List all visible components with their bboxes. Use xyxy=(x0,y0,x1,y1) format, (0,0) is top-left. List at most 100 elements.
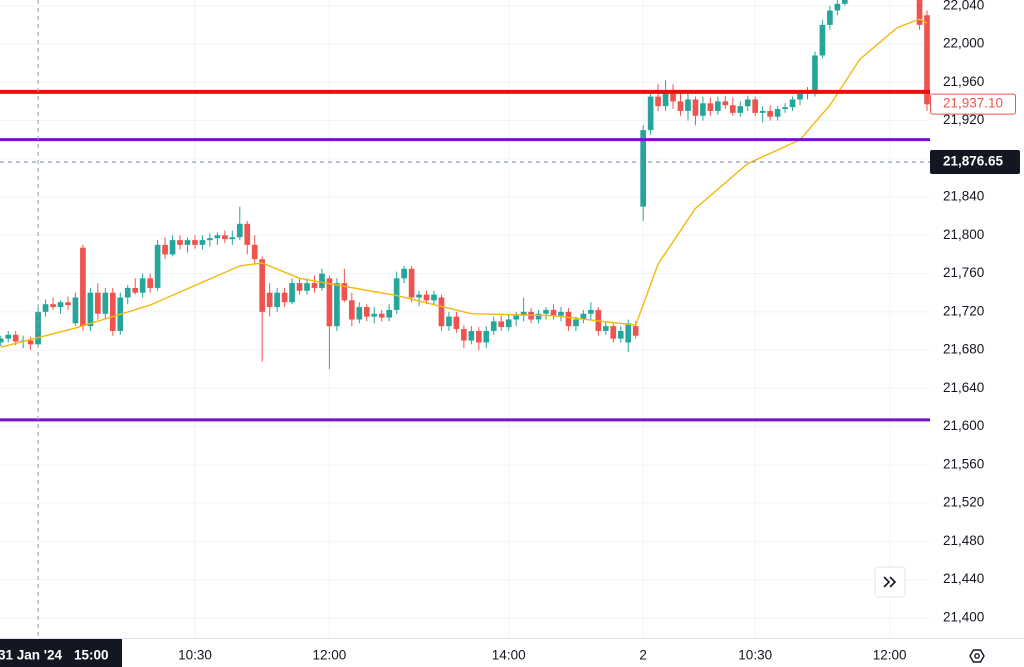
candle-body xyxy=(393,278,400,310)
candle-body xyxy=(57,302,64,308)
candle-body xyxy=(685,99,691,111)
candle-body xyxy=(640,130,646,207)
y-tick-label: 21,480 xyxy=(943,533,984,548)
y-tick-label: 21,440 xyxy=(943,571,984,586)
candle-body xyxy=(580,313,587,320)
candle-body xyxy=(543,309,549,314)
candle-body xyxy=(610,326,617,339)
candle-body xyxy=(244,223,251,245)
y-tick-label: 21,840 xyxy=(943,189,984,204)
candle-body xyxy=(812,55,818,94)
candle-body xyxy=(341,283,348,301)
candle-body xyxy=(289,283,295,303)
x-tick-label: 12:00 xyxy=(313,648,347,663)
candle-body xyxy=(42,304,49,312)
candle-body xyxy=(177,240,183,245)
candle-body xyxy=(834,3,841,11)
candle-body xyxy=(475,330,482,343)
candle-body xyxy=(767,110,773,117)
candle-body xyxy=(162,244,168,255)
candle-body xyxy=(700,103,706,116)
crosshair-time-label: 15:00 xyxy=(74,648,109,663)
scroll-button[interactable] xyxy=(874,566,906,598)
scroll-icon[interactable] xyxy=(883,576,897,588)
candle-body xyxy=(214,235,221,239)
candle-body xyxy=(602,326,609,331)
y-tick-label: 21,680 xyxy=(943,342,984,357)
candle-body xyxy=(438,297,445,327)
candle-body xyxy=(453,316,460,330)
candle-body xyxy=(334,283,340,327)
candle-body xyxy=(446,316,452,327)
candle-body xyxy=(27,340,34,345)
x-tick-label: 12:00 xyxy=(873,648,907,663)
crosshair-date-label: 31 Jan '24 xyxy=(0,648,62,663)
candle-body xyxy=(326,278,333,327)
candle-body xyxy=(304,283,310,291)
candle-body xyxy=(498,321,505,328)
candle-body xyxy=(222,235,228,240)
candle-body xyxy=(266,292,273,308)
candle-body xyxy=(722,101,729,106)
y-tick-label: 21,560 xyxy=(943,456,984,471)
candle-body xyxy=(827,10,833,25)
candle-body xyxy=(72,297,79,324)
y-tick-label: 21,920 xyxy=(943,112,984,127)
candle-body xyxy=(319,273,325,288)
candle-body xyxy=(692,99,699,116)
y-tick-label: 21,520 xyxy=(943,495,984,510)
candle-body xyxy=(386,309,393,318)
candle-body xyxy=(797,93,803,100)
candle-body xyxy=(729,105,736,113)
candle-body xyxy=(670,89,676,102)
candle-body xyxy=(0,338,4,343)
settings-icon-center[interactable] xyxy=(974,653,980,659)
x-tick-label: 14:00 xyxy=(492,648,526,663)
candle-body xyxy=(759,110,766,113)
candle-body xyxy=(311,283,318,288)
candle-body xyxy=(737,106,744,113)
y-tick-label: 21,960 xyxy=(943,74,984,89)
candle-body xyxy=(80,247,86,327)
candle-body xyxy=(95,292,101,314)
candle-body xyxy=(558,311,564,316)
candle-body xyxy=(12,334,19,342)
moving-average-line xyxy=(0,18,928,348)
candle-body xyxy=(124,287,131,298)
candle-body xyxy=(752,99,759,113)
y-tick-label: 21,720 xyxy=(943,303,984,318)
candle-body xyxy=(535,313,542,320)
candle-body xyxy=(617,330,624,339)
candle-body xyxy=(632,326,639,336)
candle-body xyxy=(468,330,475,341)
settings-button[interactable] xyxy=(969,649,985,663)
settings-icon[interactable] xyxy=(969,649,985,663)
x-tick-label: 10:30 xyxy=(738,648,772,663)
candle-body xyxy=(274,292,280,308)
candle-body xyxy=(102,292,109,314)
candle-body xyxy=(236,223,243,238)
candle-body xyxy=(916,0,923,25)
crosshair-price-box xyxy=(930,149,1020,174)
candle-body xyxy=(655,96,661,107)
candle-body xyxy=(505,319,512,328)
candle-body xyxy=(431,294,437,301)
candle-body xyxy=(819,24,826,56)
candle-body xyxy=(707,103,714,111)
candle-body xyxy=(461,329,467,341)
candle-body xyxy=(408,268,415,298)
candle-body xyxy=(662,89,669,107)
candle-body xyxy=(87,292,94,327)
candle-body xyxy=(550,309,557,316)
candle-body xyxy=(588,309,594,314)
y-tick-label: 22,000 xyxy=(943,36,984,51)
candle-body xyxy=(259,259,266,312)
y-tick-label: 21,600 xyxy=(943,418,984,433)
crosshair-price-label: 21,876.65 xyxy=(943,154,1004,169)
y-tick-label: 22,040 xyxy=(943,0,984,12)
candle-body xyxy=(520,311,527,316)
candle-body xyxy=(132,287,139,293)
candle-body xyxy=(371,313,378,317)
